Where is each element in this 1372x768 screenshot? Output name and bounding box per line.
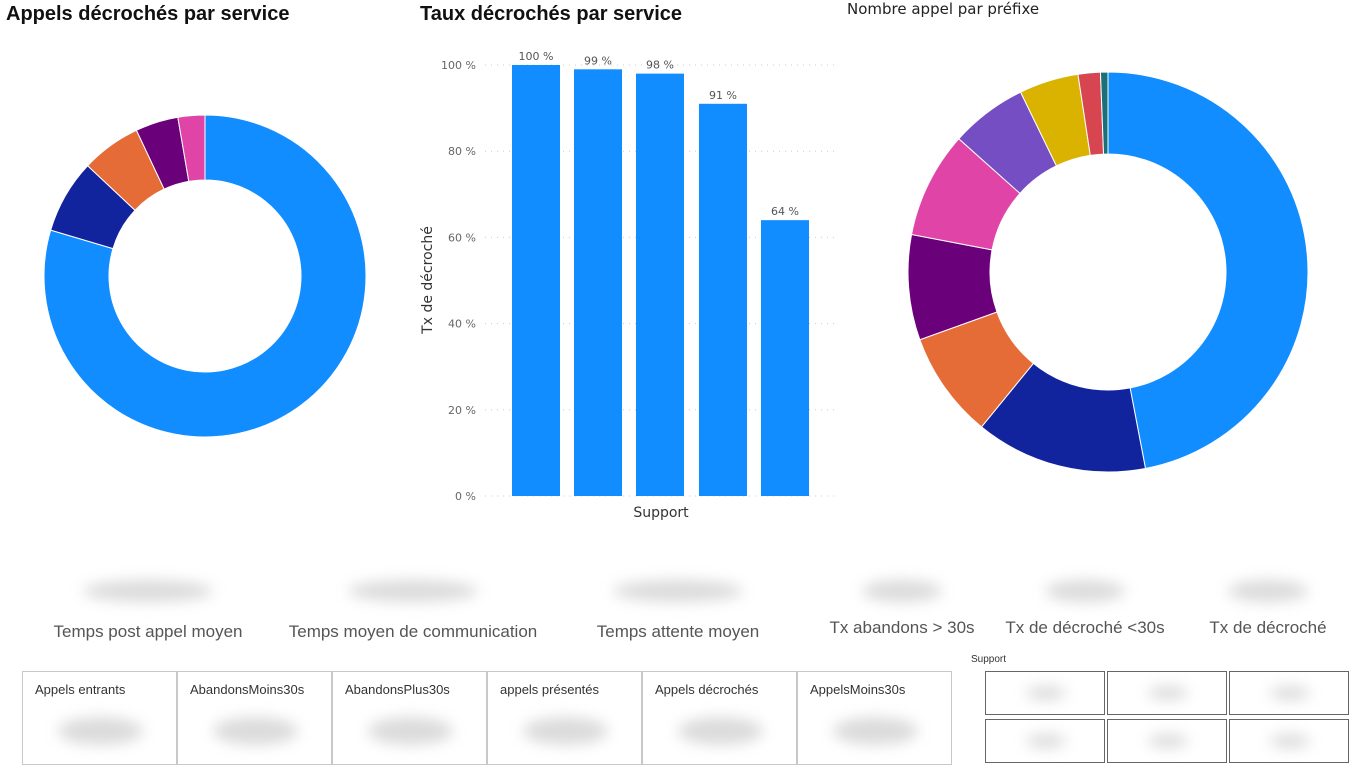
data-label: 100 % bbox=[519, 50, 554, 63]
kpi-value-blurred bbox=[1045, 580, 1125, 602]
kpi-value-blurred bbox=[862, 580, 942, 602]
slicer-option-blurred bbox=[1026, 686, 1066, 700]
kpi-label: Tx de décroché <30s bbox=[1005, 618, 1165, 637]
y-tick-label: 20 % bbox=[448, 404, 476, 417]
card: AppelsMoins30s bbox=[797, 671, 952, 765]
card: appels présentés bbox=[487, 671, 642, 765]
data-label: 91 % bbox=[709, 89, 737, 102]
x-axis-label: Support bbox=[633, 505, 689, 521]
data-label: 98 % bbox=[646, 59, 674, 72]
card-value-blurred bbox=[368, 717, 453, 745]
donut-slice[interactable] bbox=[1099, 71, 1109, 155]
y-tick-label: 60 % bbox=[448, 231, 476, 244]
y-tick-label: 100 % bbox=[441, 59, 476, 72]
bar[interactable] bbox=[574, 69, 622, 496]
kpi-value-blurred bbox=[613, 580, 743, 602]
slicer-option-blurred bbox=[1148, 734, 1188, 748]
kpi-label: Tx de décroché bbox=[1209, 618, 1327, 637]
slicer-option[interactable] bbox=[985, 719, 1105, 763]
card-label: AppelsMoins30s bbox=[810, 682, 906, 697]
card-value-blurred bbox=[213, 717, 298, 745]
slicer-option-blurred bbox=[1026, 734, 1066, 748]
donut-slice[interactable] bbox=[1107, 71, 1309, 470]
card: AbandonsPlus30s bbox=[332, 671, 487, 765]
slicer-option[interactable] bbox=[985, 671, 1105, 715]
bar-title: Taux décrochés par service bbox=[420, 3, 682, 25]
donut1-title: Appels décrochés par service bbox=[6, 3, 290, 25]
kpi-value-blurred bbox=[348, 580, 478, 602]
card-value-blurred bbox=[833, 717, 918, 745]
kpi-label: Temps moyen de communication bbox=[288, 622, 538, 641]
slicer-option-blurred bbox=[1148, 686, 1188, 700]
kpi-label: Temps post appel moyen bbox=[53, 622, 243, 641]
card: Appels décrochés bbox=[642, 671, 797, 765]
card-value-blurred bbox=[523, 717, 608, 745]
donut-slice[interactable] bbox=[177, 114, 206, 182]
card-value-blurred bbox=[58, 717, 143, 745]
data-label: 64 % bbox=[771, 205, 799, 218]
card-value-blurred bbox=[678, 717, 763, 745]
bar[interactable] bbox=[761, 220, 809, 496]
y-tick-label: 80 % bbox=[448, 145, 476, 158]
card-label: AbandonsPlus30s bbox=[345, 682, 450, 697]
card-label: Appels entrants bbox=[35, 682, 126, 697]
y-tick-label: 0 % bbox=[455, 490, 476, 503]
slicer-option-blurred bbox=[1270, 734, 1310, 748]
bar[interactable] bbox=[699, 103, 747, 496]
data-label: 99 % bbox=[584, 54, 612, 67]
slicer-title: Support bbox=[971, 654, 1007, 665]
bar[interactable] bbox=[636, 73, 684, 496]
y-tick-label: 40 % bbox=[448, 318, 476, 331]
slicer-option[interactable] bbox=[1229, 671, 1349, 715]
kpi-label: Tx abandons > 30s bbox=[829, 618, 975, 637]
card-label: AbandonsMoins30s bbox=[190, 682, 305, 697]
kpi-label: Temps attente moyen bbox=[596, 622, 760, 641]
card-label: appels présentés bbox=[500, 682, 600, 697]
card-label: Appels décrochés bbox=[655, 682, 759, 697]
donut-slice[interactable] bbox=[43, 114, 367, 438]
kpi-value-blurred bbox=[83, 580, 213, 602]
donut-chart-service bbox=[43, 114, 367, 438]
y-axis-label: Tx de décroché bbox=[420, 226, 436, 335]
slicer-option[interactable] bbox=[1107, 671, 1227, 715]
slicer-option[interactable] bbox=[1229, 719, 1349, 763]
donut2-title: Nombre appel par préfixe bbox=[847, 0, 1040, 18]
bar-chart: 0 % 20 % 40 % 60 % 80 % 100 % 100 % 99 % 98 % 91 … bbox=[420, 50, 835, 521]
card: AbandonsMoins30s bbox=[177, 671, 332, 765]
donut-chart-prefix bbox=[907, 71, 1309, 473]
bar[interactable] bbox=[512, 65, 560, 496]
card: Appels entrants bbox=[22, 671, 177, 765]
kpi-value-blurred bbox=[1228, 580, 1308, 602]
slicer-option-blurred bbox=[1270, 686, 1310, 700]
slicer-option[interactable] bbox=[1107, 719, 1227, 763]
